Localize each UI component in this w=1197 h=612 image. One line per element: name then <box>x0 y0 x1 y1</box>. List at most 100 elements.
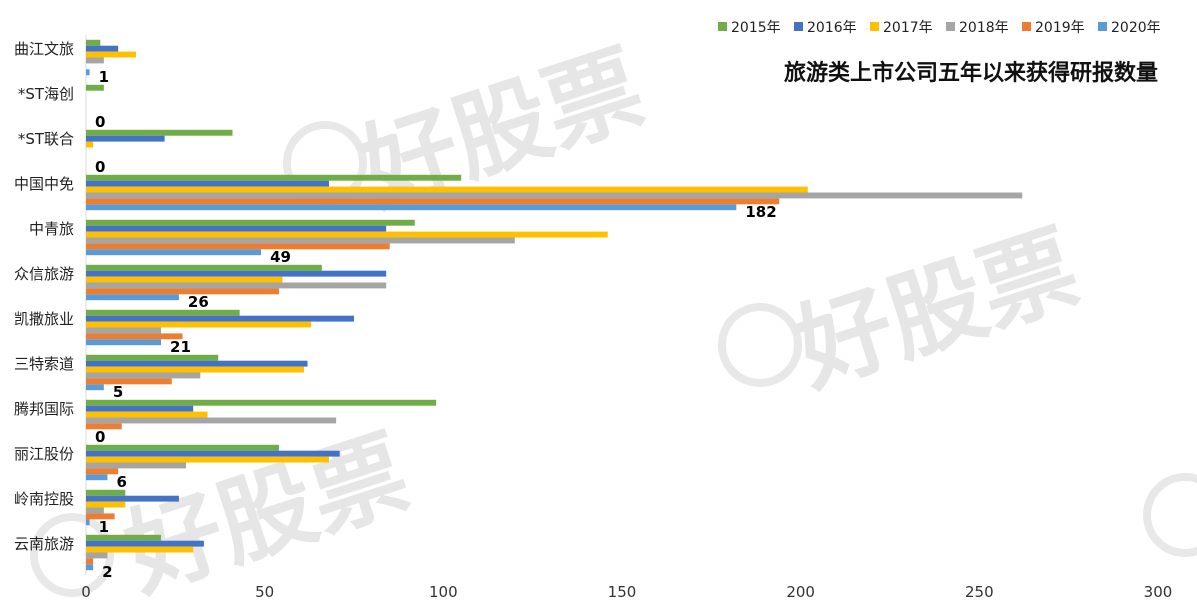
legend: 2015年 2016年 2017年 2018年 2019年 2020年 <box>718 20 1161 36</box>
data-label: 0 <box>95 113 105 131</box>
bar <box>86 204 737 211</box>
bar <box>86 450 340 457</box>
legend-label: 2019年 <box>1035 20 1085 36</box>
bar <box>86 519 90 526</box>
legend-item: 2019年 <box>1022 20 1085 36</box>
bar <box>86 558 94 565</box>
category-labels: 曲江文旅 *ST海创 *ST联合中国中免中青旅众信旅游凯撒旅业三特索道腾邦国际丽江股… <box>14 40 74 553</box>
bar <box>86 186 808 193</box>
bar <box>86 360 308 367</box>
legend-swatch <box>870 22 879 31</box>
bar <box>86 264 322 271</box>
bar <box>86 399 437 406</box>
bar <box>86 411 208 418</box>
bar <box>86 333 183 340</box>
legend-label: 2017年 <box>883 20 933 36</box>
data-label: 21 <box>170 338 191 356</box>
bar <box>86 309 240 316</box>
bar <box>86 468 119 475</box>
bar <box>86 129 233 136</box>
bar <box>86 444 279 451</box>
category-label: 腾邦国际 <box>14 400 74 418</box>
bar <box>86 501 126 508</box>
bar <box>86 339 162 346</box>
bar <box>86 474 108 481</box>
category-label: 云南旅游 <box>14 535 74 553</box>
bar <box>86 378 172 385</box>
data-label: 0 <box>95 158 105 176</box>
bar <box>86 495 179 502</box>
bar <box>86 57 104 64</box>
bar <box>86 384 104 391</box>
bar <box>86 135 165 142</box>
x-tick-label: 200 <box>786 583 815 601</box>
legend-swatch <box>946 22 955 31</box>
legend-item: 2015年 <box>718 20 781 36</box>
bar <box>86 546 194 553</box>
bar <box>86 366 304 373</box>
bar <box>86 423 122 430</box>
category-label: 三特索道 <box>14 355 74 373</box>
legend-item: 2016年 <box>794 20 857 36</box>
category-label: 丽江股份 <box>14 445 74 463</box>
category-label: 岭南控股 <box>14 490 74 508</box>
bar <box>86 51 137 58</box>
bar <box>86 231 608 238</box>
bar <box>86 513 115 520</box>
bars-layer <box>86 39 1023 571</box>
bar <box>86 327 162 334</box>
data-label: 182 <box>745 203 776 221</box>
data-label: 0 <box>95 428 105 446</box>
bar <box>86 552 108 559</box>
legend-swatch <box>1022 22 1031 31</box>
bar <box>86 45 119 52</box>
bar <box>86 84 104 91</box>
bar <box>86 174 462 181</box>
bar <box>86 249 262 256</box>
category-label: 曲江文旅 <box>14 40 74 58</box>
bar <box>86 315 354 322</box>
bar <box>86 225 387 232</box>
legend-swatch <box>794 22 803 31</box>
bar <box>86 456 329 463</box>
bar <box>86 180 329 187</box>
bar <box>86 276 283 283</box>
watermark-text: 好股票 <box>782 211 1091 407</box>
bar <box>86 321 312 328</box>
data-label: 6 <box>116 473 126 491</box>
x-tick-label: 100 <box>429 583 458 601</box>
chart-title: 旅游类上市公司五年以来获得研报数量 <box>784 60 1158 86</box>
legend-label: 2018年 <box>959 20 1009 36</box>
legend-swatch <box>1098 22 1107 31</box>
x-axis-ticks: 0 50 100 150 200 250 300 <box>81 583 1172 601</box>
data-label: 2 <box>102 563 112 581</box>
x-tick-label: 300 <box>1144 583 1173 601</box>
category-label: 凯撒旅业 <box>14 310 74 328</box>
bar <box>86 219 415 226</box>
bar <box>86 192 1023 199</box>
bar <box>86 489 126 496</box>
legend-item: 2020年 <box>1098 20 1161 36</box>
category-label: *ST联合 <box>18 130 74 148</box>
bar <box>86 507 104 514</box>
bar <box>86 354 219 361</box>
bar <box>86 282 387 289</box>
data-label: 49 <box>270 248 291 266</box>
bar <box>86 141 94 148</box>
bar <box>86 462 187 469</box>
x-tick-label: 250 <box>965 583 994 601</box>
data-label: 1 <box>99 68 109 86</box>
x-tick-label: 50 <box>255 583 274 601</box>
bar <box>86 69 90 76</box>
legend-label: 2016年 <box>807 20 857 36</box>
legend-label: 2020年 <box>1111 20 1161 36</box>
bar <box>86 417 337 424</box>
bar <box>86 294 179 301</box>
data-label: 5 <box>113 383 123 401</box>
legend-swatch <box>718 22 727 31</box>
bar <box>86 237 515 244</box>
x-tick-label: 150 <box>608 583 637 601</box>
data-label: 1 <box>99 518 109 536</box>
